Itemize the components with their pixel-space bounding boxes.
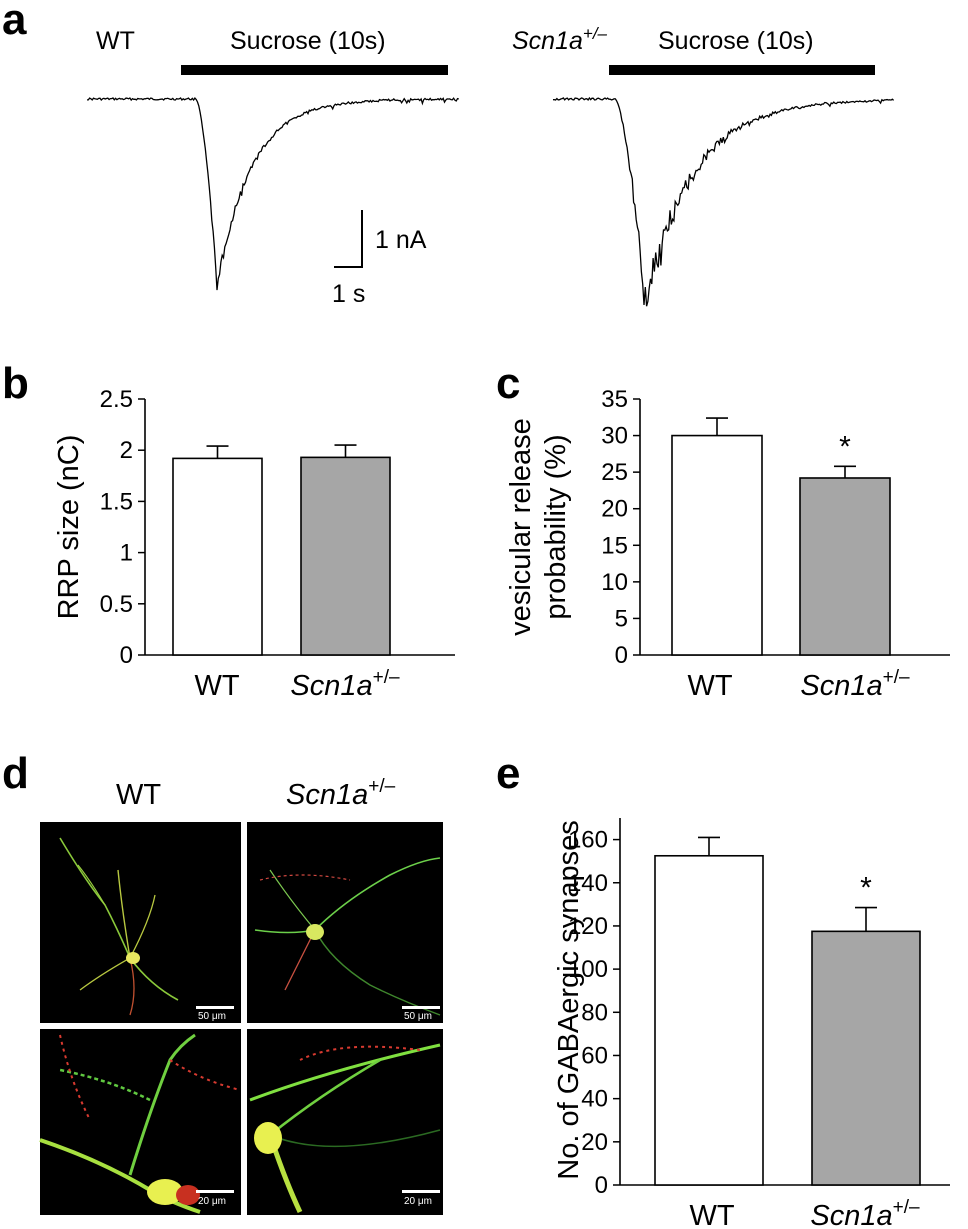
y-tick-label-e: 0 (595, 1172, 608, 1199)
current-trace-wt (87, 97, 459, 291)
category-label-e-1: Scn1a+/– (810, 1197, 920, 1229)
y-tick-label-b: 1 (120, 540, 133, 567)
scalebar-label-wt-low: 50 μm (198, 1011, 226, 1022)
category-label-genotype: +/– (893, 1197, 920, 1218)
y-tick-label-c: 25 (601, 459, 628, 486)
category-label-b-0: WT (194, 670, 239, 702)
category-label-main: WT (687, 670, 732, 702)
bar-b-0 (172, 457, 263, 656)
category-label-genotype: +/– (373, 667, 400, 688)
y-tick-label-e: 60 (581, 1042, 608, 1069)
y-tick-label-b: 2.5 (100, 386, 133, 413)
stim-label-wt: Sucrose (10s) (230, 27, 386, 55)
significance-marker-e: * (860, 872, 872, 905)
category-label-genotype: +/– (883, 667, 910, 688)
trace-title-het-genotype: +/– (583, 24, 608, 43)
y-tick-label-e: 100 (568, 956, 608, 983)
y-tick-label-c: 20 (601, 496, 628, 523)
panel-a: a WT Scn1a+/– Sucrose (10s) Sucrose (10s… (2, 0, 895, 308)
y-tick-label-c: 10 (601, 569, 628, 596)
y-axis-title-c-line-1: probability (%) (540, 434, 572, 619)
panel-b-label: b (2, 359, 29, 408)
panel-c: c 0 5 10 15 20 25 30 35 WT * Scn1a+/– vesicular rel… (496, 359, 950, 702)
y-tick-label-c: 5 (615, 605, 628, 632)
micrograph-wt-high: 20 μm (39, 1029, 241, 1215)
category-label-main: Scn1a (800, 670, 882, 702)
y-tick-label-c: 15 (601, 532, 628, 559)
stim-bar-het (609, 65, 875, 75)
column-title-wt: WT (116, 779, 161, 811)
column-title-het-genotype: +/– (368, 776, 395, 797)
y-tick-label-e: 80 (581, 999, 608, 1026)
bar-e-1 (811, 930, 921, 1186)
y-tick-label-c: 0 (615, 642, 628, 669)
y-tick-label-b: 1.5 (100, 488, 133, 515)
trace-title-het: Scn1a+/– (512, 24, 608, 55)
significance-marker-c: * (839, 430, 851, 463)
trace-title-het-gene: Scn1a (512, 27, 583, 55)
trace-title-wt: WT (96, 27, 135, 55)
scale-label-current: 1 nA (375, 226, 427, 254)
scalebar-wt-low (196, 1006, 234, 1009)
column-title-het: Scn1a+/– (286, 776, 396, 811)
y-tick-label-e: 140 (568, 870, 608, 897)
category-label-e-0: WT (689, 1200, 734, 1229)
category-label-main: WT (689, 1200, 734, 1229)
scalebar-label-wt-high: 20 μm (198, 1196, 226, 1207)
y-tick-label-e: 40 (581, 1086, 608, 1113)
category-label-main: WT (194, 670, 239, 702)
scalebar-label-het-low: 50 μm (404, 1011, 432, 1022)
bar-c-1 (799, 477, 891, 656)
bar-b-1 (300, 456, 391, 656)
y-tick-label-c: 30 (601, 423, 628, 450)
stim-label-het: Sucrose (10s) (658, 27, 814, 55)
category-label-main: Scn1a (810, 1200, 892, 1229)
y-axis-title-c-line-0: vesicular release (505, 418, 537, 636)
column-title-het-gene: Scn1a (286, 779, 368, 811)
y-tick-label-b: 0.5 (100, 591, 133, 618)
y-axis-title-e: No. of GABAergic synapses (553, 820, 585, 1179)
stim-bar-wt (181, 65, 448, 75)
chart-c: 0 5 10 15 20 25 30 35 WT * Scn1a+/– vesicular relea… (505, 386, 950, 702)
y-tick-label-b: 0 (120, 642, 133, 669)
chart-e: 0 20 40 60 80 100 120 140 160 WT * Scn1a+/– No. of G… (553, 818, 950, 1229)
scalebar-wt-high (196, 1190, 234, 1193)
scalebar-het-low (402, 1006, 440, 1009)
y-tick-label-c: 35 (601, 386, 628, 413)
y-tick-label-e: 120 (568, 913, 608, 940)
bar-e-0 (654, 854, 764, 1186)
micrograph-het-low: 50 μm (247, 822, 443, 1023)
micrograph-het-high: 20 μm (247, 1029, 443, 1215)
micrograph-wt-low: 50 μm (40, 822, 241, 1023)
y-tick-label-b: 2 (120, 437, 133, 464)
y-tick-label-e: 160 (568, 827, 608, 854)
category-label-b-1: Scn1a+/– (290, 667, 400, 702)
scale-label-time: 1 s (332, 280, 365, 308)
panel-d-label: d (2, 749, 29, 798)
y-tick-label-e: 20 (581, 1129, 608, 1156)
panel-e-label: e (496, 749, 520, 798)
current-trace-het (552, 96, 895, 307)
panel-e: e 0 20 40 60 80 100 120 140 160 WT * Scn1a+/– No. of… (496, 749, 950, 1229)
panel-b: b 0 0.5 1 1.5 2 2.5 WT Scn1a+/– RRP size (nC) (2, 359, 455, 702)
scalebar-label-het-high: 20 μm (404, 1196, 432, 1207)
category-label-c-1: Scn1a+/– (800, 667, 910, 702)
scalebar-het-high (402, 1190, 440, 1193)
y-axis-title-b: RRP size (nC) (53, 435, 85, 620)
panel-c-label: c (496, 359, 520, 408)
chart-b: 0 0.5 1 1.5 2 2.5 WT Scn1a+/– RRP size (nC) (53, 386, 455, 702)
panel-a-label: a (2, 0, 27, 44)
category-label-c-0: WT (687, 670, 732, 702)
category-label-main: Scn1a (290, 670, 372, 702)
panel-d: d WT Scn1a+/– 50 μm 50 μm (2, 749, 443, 1215)
bar-c-0 (671, 434, 763, 656)
